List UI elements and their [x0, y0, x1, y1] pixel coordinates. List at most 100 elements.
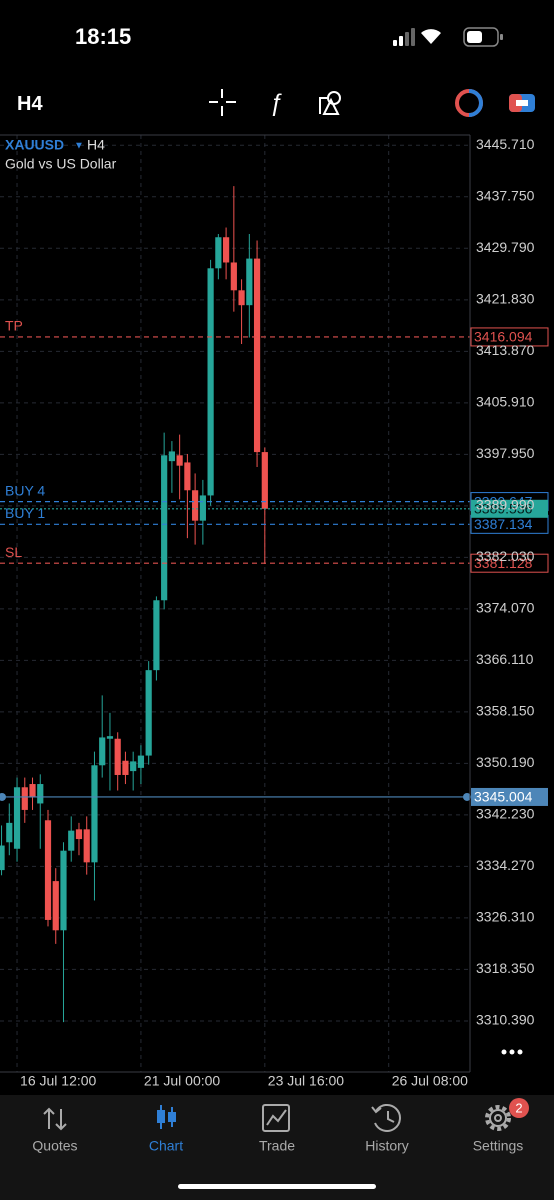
- settings-badge: 2: [515, 1100, 522, 1115]
- price-level-box: [471, 787, 548, 806]
- y-tick-label: 3413.870: [476, 342, 535, 358]
- candle-body: [13, 787, 21, 849]
- candle-body: [68, 830, 75, 851]
- candle-body: [21, 787, 28, 810]
- price-level-name: TP: [5, 318, 23, 334]
- candle-body: [176, 455, 183, 466]
- account-icon[interactable]: [455, 89, 483, 117]
- objects-icon[interactable]: [319, 91, 341, 115]
- trade-icon[interactable]: [509, 94, 535, 112]
- symbol-label: XAUUSD: [5, 137, 64, 153]
- line-handle[interactable]: [463, 792, 471, 801]
- tab-label[interactable]: History: [365, 1138, 409, 1154]
- x-tick-label: 23 Jul 16:00: [268, 1073, 344, 1089]
- candle-body: [99, 737, 106, 766]
- x-tick-label: 21 Jul 00:00: [144, 1073, 220, 1089]
- price-level-label: 3381.128: [474, 555, 533, 571]
- y-tick-label: 3342.230: [476, 806, 535, 822]
- price-level-box: [470, 327, 549, 347]
- history-icon[interactable]: [371, 1104, 401, 1132]
- tab-label[interactable]: Chart: [149, 1138, 183, 1154]
- y-tick-label: 3310.390: [476, 1012, 535, 1028]
- tab-bar: [0, 1095, 554, 1200]
- candle-body: [184, 462, 191, 491]
- chart-timeframe: H4: [87, 137, 105, 153]
- y-tick-label: 3421.830: [476, 291, 535, 307]
- price-level-name: SL: [5, 544, 22, 560]
- price-level-label: 3389.536: [474, 500, 533, 516]
- y-tick-label: 3358.150: [476, 703, 535, 719]
- settings-icon[interactable]: 2: [485, 1098, 529, 1131]
- price-level-label: 3387.134: [474, 516, 533, 532]
- y-tick-label: 3405.910: [476, 394, 535, 410]
- y-tick-label: 3326.310: [476, 909, 535, 925]
- y-tick-label: 3334.270: [476, 857, 535, 873]
- chart-icon[interactable]: [157, 1105, 176, 1129]
- x-tick-label: 16 Jul 12:00: [20, 1073, 96, 1089]
- candle-body: [52, 881, 59, 931]
- y-tick-label: 3397.950: [476, 445, 535, 461]
- more-menu[interactable]: [501, 1049, 523, 1055]
- timeframe-button[interactable]: H4: [17, 93, 43, 115]
- y-tick-label: 3445.710: [476, 136, 535, 152]
- tab-label[interactable]: Quotes: [32, 1138, 77, 1154]
- y-tick-label: 3389.990: [476, 497, 535, 513]
- tab-bar-items: 2 Quotes Chart Trade History Settings: [32, 1098, 529, 1189]
- price-level-name: BUY 1: [5, 505, 45, 521]
- candle-body: [199, 495, 206, 521]
- price-level-name: BUY 4: [5, 482, 45, 498]
- trade-tab-icon[interactable]: [262, 1104, 290, 1132]
- candle-body: [6, 822, 13, 843]
- status-icons: [393, 27, 503, 47]
- candle-body: [91, 765, 98, 863]
- home-indicator: [178, 1184, 376, 1189]
- candle-body: [145, 670, 152, 756]
- candle-body: [83, 829, 90, 863]
- y-tick-label: 3318.350: [476, 960, 535, 976]
- line-handle[interactable]: [0, 792, 6, 801]
- price-level-label: 3416.094: [474, 329, 533, 345]
- candle-body: [207, 268, 214, 496]
- candle-body: [114, 738, 121, 775]
- toolbar-icons: ƒ: [209, 89, 535, 117]
- price-level-box: [471, 499, 548, 518]
- tab-label[interactable]: Settings: [473, 1138, 524, 1154]
- y-tick-label: 3429.790: [476, 239, 535, 255]
- candle-body: [238, 290, 245, 306]
- candle-body: [261, 452, 268, 509]
- indicators-icon[interactable]: ƒ: [269, 89, 282, 116]
- candle-body: [130, 761, 137, 772]
- candle-body: [222, 237, 230, 263]
- price-level-box: [470, 553, 549, 573]
- candle-body: [253, 258, 261, 453]
- candle-body: [106, 736, 114, 739]
- candle-body: [122, 760, 129, 775]
- quotes-icon[interactable]: [43, 1107, 67, 1131]
- candle-body: [153, 600, 160, 671]
- y-tick-label: 3382.030: [476, 548, 535, 564]
- chart-background: [0, 135, 554, 1072]
- status-time: 18:15: [75, 24, 132, 49]
- candle-body: [44, 820, 52, 920]
- y-tick-label: 3437.750: [476, 188, 535, 204]
- candle-body: [246, 258, 253, 306]
- candle-body: [168, 451, 175, 462]
- candle-body: [215, 237, 222, 269]
- candle-body: [161, 455, 168, 601]
- y-tick-label: 3374.070: [476, 600, 535, 616]
- crosshair-icon[interactable]: [209, 89, 236, 116]
- y-tick-label: 3366.110: [476, 651, 534, 667]
- symbol-description: Gold vs US Dollar: [5, 156, 117, 172]
- price-level-label: 3345.004: [474, 789, 533, 805]
- candle-body: [37, 784, 44, 804]
- candle-body: [29, 784, 36, 797]
- y-tick-label: 3350.190: [476, 754, 535, 770]
- candle-body: [60, 850, 67, 931]
- candle-body: [230, 262, 237, 291]
- symbol-dropdown[interactable]: ▼: [74, 141, 84, 152]
- candle-body: [137, 755, 145, 768]
- tab-label[interactable]: Trade: [259, 1138, 295, 1154]
- candle-body: [0, 845, 5, 871]
